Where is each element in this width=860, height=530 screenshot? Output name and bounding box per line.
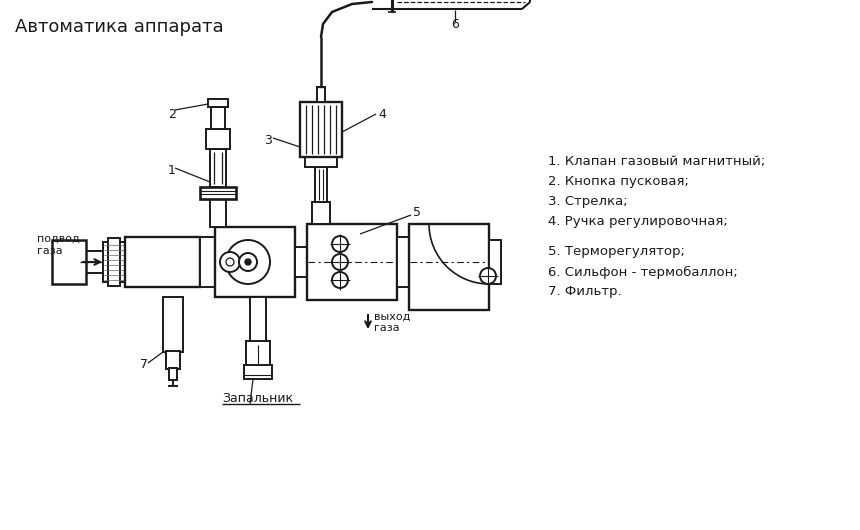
Circle shape	[239, 253, 257, 271]
Text: 2. Кнопка пусковая;: 2. Кнопка пусковая;	[548, 175, 689, 189]
Bar	[305, 157, 337, 167]
Bar	[317, 87, 325, 102]
Bar	[208, 99, 228, 107]
Text: подвод
газа: подвод газа	[37, 234, 80, 255]
Text: 4. Ручка регулировочная;: 4. Ручка регулировочная;	[548, 216, 728, 228]
Text: 2: 2	[168, 108, 176, 120]
Bar	[295, 247, 307, 277]
Bar	[215, 227, 295, 297]
Circle shape	[332, 272, 348, 288]
Circle shape	[245, 259, 251, 265]
Text: Автоматика аппарата: Автоматика аппарата	[15, 18, 224, 36]
Circle shape	[332, 236, 348, 252]
Text: 7. Фильтр.: 7. Фильтр.	[548, 286, 622, 298]
Bar	[307, 224, 397, 300]
Text: 3. Стрелка;: 3. Стрелка;	[548, 196, 628, 208]
Bar	[210, 199, 226, 227]
Bar	[250, 297, 266, 342]
Text: 1. Клапан газовый магнитный;: 1. Клапан газовый магнитный;	[548, 155, 765, 169]
Bar	[397, 237, 409, 287]
Bar	[211, 107, 225, 129]
Text: Запальник: Запальник	[223, 392, 293, 405]
Bar	[244, 365, 272, 379]
Bar	[103, 242, 125, 282]
Bar	[200, 187, 236, 199]
Bar	[169, 368, 177, 380]
Bar	[246, 341, 270, 367]
Text: 5: 5	[413, 206, 421, 218]
Bar	[52, 240, 86, 284]
Bar	[200, 237, 215, 287]
Bar	[125, 237, 200, 287]
Bar	[108, 238, 120, 286]
Text: 1: 1	[168, 163, 176, 176]
Circle shape	[226, 240, 270, 284]
Circle shape	[226, 258, 234, 266]
Bar	[315, 167, 327, 202]
Bar	[489, 240, 501, 284]
Text: выход
газа: выход газа	[374, 311, 410, 333]
Bar	[163, 297, 183, 352]
Circle shape	[332, 254, 348, 270]
Text: 5. Терморегулятор;: 5. Терморегулятор;	[548, 245, 685, 259]
Text: 7: 7	[140, 358, 148, 372]
Bar	[210, 149, 226, 187]
Circle shape	[480, 268, 496, 284]
Bar	[206, 129, 230, 149]
Text: 4: 4	[378, 108, 386, 120]
Text: 6: 6	[451, 17, 459, 31]
Text: 6. Сильфон - термобаллон;: 6. Сильфон - термобаллон;	[548, 266, 738, 279]
Bar	[300, 102, 342, 157]
Bar	[312, 202, 330, 224]
Text: 3: 3	[264, 134, 272, 146]
Circle shape	[220, 252, 240, 272]
Bar	[166, 351, 180, 369]
Bar	[409, 224, 489, 310]
